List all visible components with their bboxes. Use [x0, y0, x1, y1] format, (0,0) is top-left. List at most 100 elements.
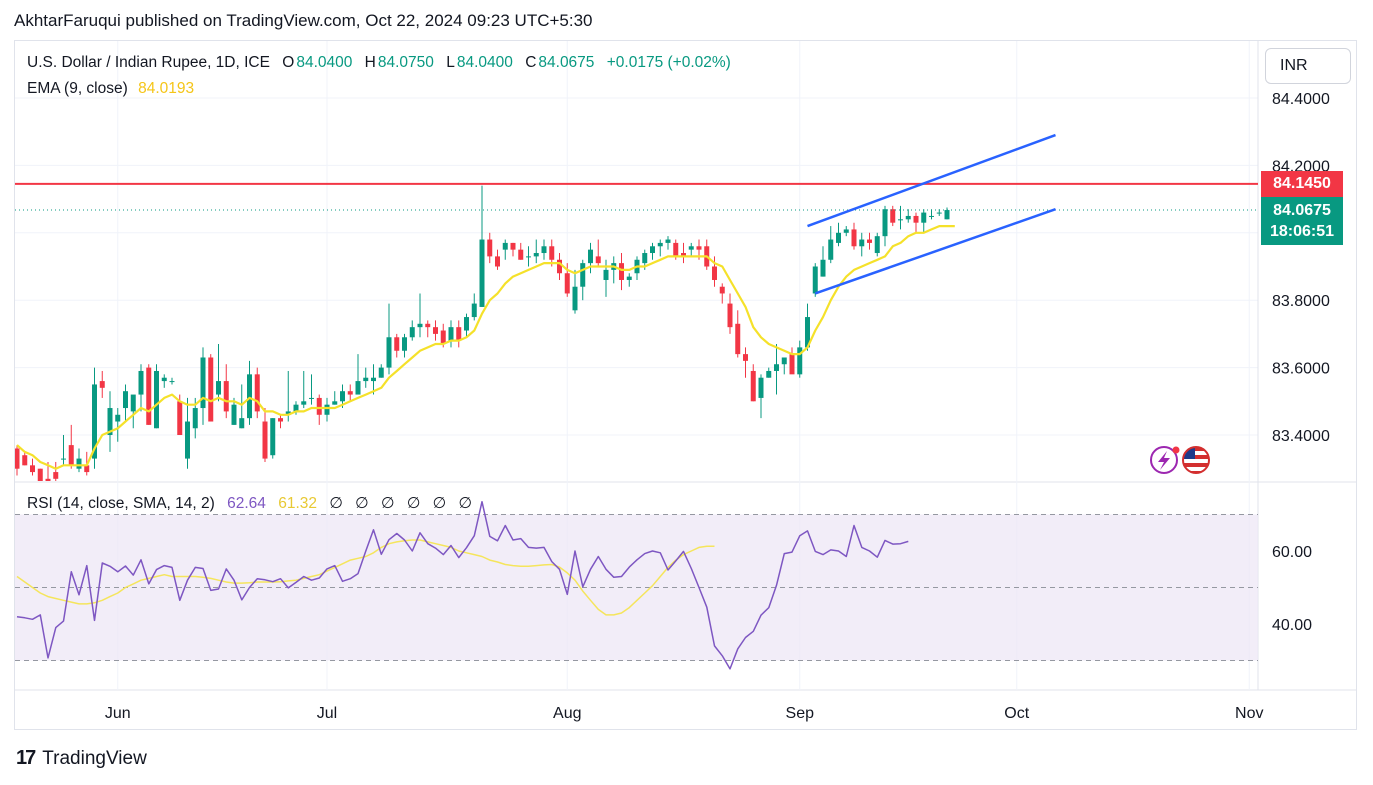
time-tick-label: Nov [1235, 705, 1263, 722]
open-label: O [282, 54, 295, 71]
candle [130, 394, 136, 429]
candle [743, 347, 748, 378]
candle [433, 320, 438, 341]
us-flag-icon[interactable] [1182, 446, 1210, 475]
candle-body [719, 286, 725, 294]
candle [479, 185, 485, 307]
rsi-tick-label: 40.00 [1272, 617, 1312, 634]
close-value: 84.0675 [538, 54, 595, 71]
candle-body [324, 404, 330, 415]
candle [828, 226, 834, 264]
candle-body [425, 323, 431, 328]
candle [495, 249, 500, 270]
candle-body [549, 246, 555, 260]
candle-body [107, 408, 113, 435]
candle-body [332, 401, 338, 405]
candle [76, 448, 82, 473]
candle [417, 293, 423, 338]
candle-body [115, 414, 121, 422]
publisher-header: AkhtarFaruqui published on TradingView.c… [14, 11, 593, 30]
candle [223, 364, 229, 419]
low-label: L [446, 54, 455, 71]
candle [402, 333, 407, 358]
candle-body [247, 374, 252, 419]
ema-legend: EMA (9, close) 84.0193 [27, 80, 196, 98]
candle [735, 310, 741, 358]
candle [456, 320, 462, 348]
candle-body [882, 209, 888, 237]
candle [867, 232, 872, 250]
candle [657, 239, 663, 257]
candle [92, 367, 97, 469]
candle [913, 212, 919, 233]
candle [123, 384, 128, 422]
candle-body [169, 381, 175, 383]
candle-body [347, 391, 353, 395]
candle [15, 445, 20, 476]
candle-body [130, 394, 136, 412]
candle [766, 367, 772, 378]
currency-button[interactable]: INR [1265, 48, 1351, 84]
flag-stripe [1183, 459, 1209, 463]
candle [510, 242, 516, 257]
candle-body [200, 357, 206, 409]
candle-body [510, 242, 516, 250]
candle [464, 313, 469, 338]
candle [541, 239, 547, 260]
ema-value: 84.0193 [138, 80, 195, 97]
price-tick-label: 84.4000 [1272, 91, 1330, 108]
candle-body [874, 236, 880, 254]
candle-body [448, 327, 454, 341]
candle-body [595, 256, 601, 264]
chart-frame [14, 40, 1357, 730]
candle [425, 320, 431, 338]
candle-body [820, 259, 826, 277]
lightning-icon[interactable] [1150, 446, 1180, 474]
candle [107, 391, 113, 452]
candle-body [681, 253, 686, 257]
candle [626, 273, 632, 287]
candle [665, 236, 671, 250]
candle-body [378, 367, 384, 378]
candle-body [781, 357, 787, 365]
candle [805, 303, 810, 351]
empty-value: ∅ [329, 495, 343, 512]
price-tick-label: 83.6000 [1272, 361, 1330, 378]
candle-body [185, 421, 190, 459]
candle [208, 354, 214, 422]
candle-body [394, 337, 400, 351]
candle-body [541, 246, 547, 254]
candle-body [843, 229, 849, 233]
candle-body [456, 327, 462, 341]
candle [859, 232, 865, 257]
last-price-value: 84.0675 [1273, 202, 1331, 219]
candle [750, 364, 756, 402]
candle [316, 394, 322, 425]
symbol-name[interactable]: U.S. Dollar / Indian Rupee, 1D, ICE [27, 54, 270, 71]
candle-body [309, 397, 314, 399]
candle [518, 242, 524, 260]
candle-body [533, 253, 539, 257]
empty-value: ∅ [380, 495, 395, 512]
empty-value: ∅ [458, 495, 472, 512]
tradingview-brand[interactable]: 17 TradingView [16, 747, 147, 770]
candle-body [161, 377, 167, 382]
candle-body [262, 421, 268, 459]
time-tick-label: Oct [1004, 705, 1029, 722]
us-flag-ring [1182, 446, 1210, 474]
candle [921, 209, 927, 233]
candle-body [626, 276, 632, 280]
candle [580, 259, 586, 301]
candle [324, 397, 330, 422]
ema-label[interactable]: EMA (9, close) [27, 80, 128, 97]
candle [502, 239, 508, 260]
candle [200, 347, 206, 425]
candle-body [836, 232, 841, 243]
candle-body [673, 242, 679, 257]
candle-body [154, 370, 159, 429]
candle [781, 357, 787, 375]
candle-body [177, 401, 183, 435]
rsi-label[interactable]: RSI (14, close, SMA, 14, 2) [27, 495, 215, 512]
candle [719, 283, 725, 304]
